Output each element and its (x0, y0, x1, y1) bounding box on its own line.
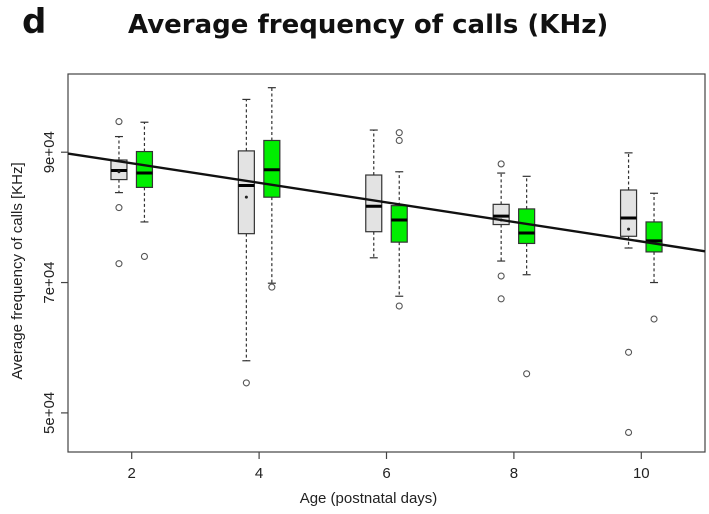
x-tick-label: 2 (128, 465, 136, 482)
plot-frame (67, 73, 706, 453)
outlier-point (395, 136, 403, 145)
box-green (135, 121, 154, 261)
y-tick-label: 5e+04 (41, 392, 58, 434)
box-iqr (365, 174, 383, 233)
outlier-point (497, 295, 505, 303)
outlier-point (625, 428, 633, 436)
outlier-point (497, 160, 505, 168)
box-iqr (135, 150, 154, 189)
outlier-point (523, 370, 531, 378)
box-grey (110, 118, 128, 268)
x-axis-label: Age (postnatal days) (300, 490, 438, 507)
outlier-point (268, 283, 276, 291)
x-tick-label: 8 (510, 465, 518, 482)
box-green (518, 175, 536, 378)
panel-letter: d (22, 2, 47, 42)
outlier-point (115, 204, 123, 212)
outlier-point (242, 379, 250, 387)
outlier-point (625, 348, 633, 356)
box-green (645, 192, 663, 323)
outlier-point (140, 252, 148, 261)
y-tick-label: 9e+04 (41, 131, 58, 173)
box-mean-dot (117, 170, 121, 174)
x-tick-label: 6 (382, 465, 390, 482)
box-iqr (645, 221, 663, 253)
outlier-point (115, 260, 123, 268)
y-tick-label: 7e+04 (41, 261, 58, 303)
box-mean-dot (244, 195, 248, 199)
outlier-point (395, 129, 403, 137)
outlier-point (395, 302, 403, 310)
box-iqr (518, 208, 536, 245)
y-axis-label: Average frequency of calls [KHz] (9, 162, 26, 379)
box-grey (237, 98, 255, 387)
box-grey (365, 129, 383, 259)
box-iqr (619, 189, 638, 237)
outlier-point (115, 118, 123, 126)
box-iqr (237, 150, 255, 235)
box-iqr (390, 205, 408, 243)
box-green (263, 87, 281, 291)
box-mean-dot (627, 227, 631, 231)
x-tick-label: 10 (633, 465, 650, 482)
chart-title: Average frequency of calls (KHz) (128, 10, 609, 40)
x-tick-label: 4 (255, 465, 263, 482)
outlier-point (497, 272, 505, 280)
box-grey (619, 152, 638, 436)
box-grey (492, 160, 510, 303)
boxes-layer (110, 87, 663, 436)
trend-line (67, 152, 706, 253)
box-green (390, 129, 408, 310)
axis-ticks: 2 4 6 8 10 5e+04 7e+04 9e+04 (41, 131, 650, 482)
outlier-point (650, 315, 658, 323)
